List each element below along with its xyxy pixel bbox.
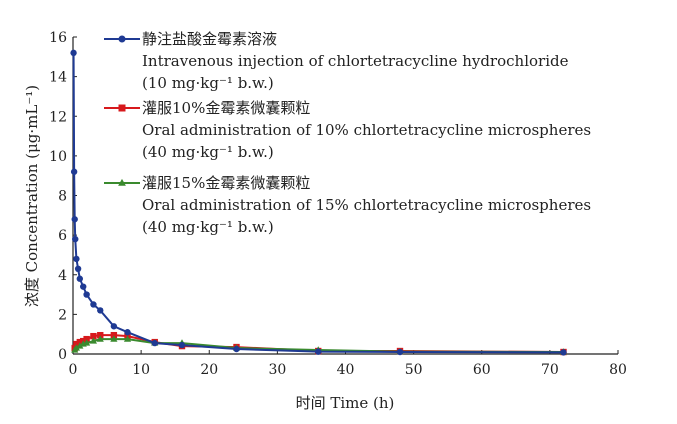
series-1-point-1 <box>73 340 80 348</box>
legend-text-0-0: 静注盐酸金霉素溶液 <box>142 30 277 48</box>
legend-item-2: 灌服15%金霉素微囊颗粒 Oral administration of 15% c… <box>104 174 591 236</box>
series-0-point-15 <box>233 345 240 353</box>
x-tick-label-3: 30 <box>268 362 286 378</box>
series-0-point-4 <box>73 255 80 263</box>
series-1-point-2 <box>76 338 84 346</box>
series-1-point-4 <box>83 335 90 343</box>
legend-text-1-1: Oral administration of 10% chlortetracyc… <box>142 121 591 139</box>
legend-text-1-0: 灌服10%金霉素微囊颗粒 <box>142 99 310 117</box>
series-0-point-2 <box>71 216 78 223</box>
x-tick-label-6: 60 <box>473 362 491 378</box>
legend-text-0-2: (10 mg·kg⁻¹ b.w.) <box>142 74 274 92</box>
series-0-point-14 <box>178 341 186 349</box>
y-tick-label-2: 4 <box>58 268 67 284</box>
legend-item-0: 静注盐酸金霉素溶液 Intravenous injection of chlort… <box>104 30 569 92</box>
legend-text-2-1: Oral administration of 15% chlortetracyc… <box>142 196 591 214</box>
series-0-point-16 <box>315 348 322 355</box>
series-0-point-8 <box>83 291 90 298</box>
y-tick-label-1: 2 <box>58 307 67 323</box>
y-tick-label-7: 14 <box>49 70 67 86</box>
legend-item-1: 灌服10%金霉素微囊颗粒 Oral administration of 10% c… <box>104 99 591 161</box>
x-axis-title: 时间 Time (h) <box>296 394 395 412</box>
series-2-point-8 <box>123 335 132 342</box>
series-0 <box>70 49 567 356</box>
legend-marker-2 <box>118 178 126 186</box>
series-2-point-2 <box>76 342 84 349</box>
series-0-point-10 <box>97 307 104 314</box>
x-tick-label-5: 50 <box>405 362 423 378</box>
series-0-point-12 <box>124 329 131 336</box>
legend-marker-0 <box>118 35 126 43</box>
legend-text-1-2: (40 mg·kg⁻¹ b.w.) <box>142 143 274 161</box>
y-tick-label-5: 10 <box>49 149 67 165</box>
legend-text-0-1: Intravenous injection of chlortetracycli… <box>142 52 569 70</box>
y-axis-title: 浓度 Concentration (μg·mL⁻¹) <box>23 85 41 307</box>
series-0-point-18 <box>560 349 567 356</box>
series-0-point-17 <box>396 348 404 356</box>
series-0-point-11 <box>110 323 118 330</box>
series-2-point-6 <box>96 335 104 342</box>
x-tick-label-2: 20 <box>200 362 218 378</box>
series-0-point-6 <box>76 275 84 282</box>
y-tick-label-4: 8 <box>58 189 67 205</box>
series-0-point-3 <box>72 235 79 243</box>
x-tick-label-1: 10 <box>132 362 150 378</box>
y-tick-label-8: 16 <box>49 30 67 46</box>
x-tick-label-7: 70 <box>541 362 559 378</box>
series-layer <box>70 49 568 356</box>
series-2-point-5 <box>89 337 98 344</box>
series-0-point-13 <box>151 339 158 347</box>
axes: 0 10 20 30 40 50 60 70 80 0 2 4 6 8 10 12 14 16 <box>49 30 627 378</box>
x-tick-label-8: 80 <box>609 362 627 378</box>
series-2-point-1 <box>72 344 81 351</box>
series-0-point-7 <box>80 283 87 290</box>
series-2-point-7 <box>110 335 118 342</box>
series-1-point-6 <box>97 331 104 339</box>
legend-text-2-2: (40 mg·kg⁻¹ b.w.) <box>142 218 274 236</box>
series-1-point-7 <box>110 331 118 339</box>
series-1-point-5 <box>90 332 97 340</box>
x-tick-label-4: 40 <box>337 362 355 378</box>
legend-text-2-0: 灌服15%金霉素微囊颗粒 <box>142 174 310 192</box>
series-0-point-0 <box>70 49 77 57</box>
y-tick-label-3: 6 <box>58 228 67 244</box>
y-tick-label-6: 12 <box>49 109 67 125</box>
legend-marker-1 <box>118 104 126 112</box>
y-tick-label-0: 0 <box>58 347 67 363</box>
legend: 静注盐酸金霉素溶液 Intravenous injection of chlort… <box>104 30 591 236</box>
series-2-point-4 <box>83 339 91 346</box>
series-0-point-9 <box>90 301 97 308</box>
x-tick-label-0: 0 <box>69 362 78 378</box>
series-0-point-5 <box>74 265 82 273</box>
series-0-point-1 <box>70 168 78 175</box>
